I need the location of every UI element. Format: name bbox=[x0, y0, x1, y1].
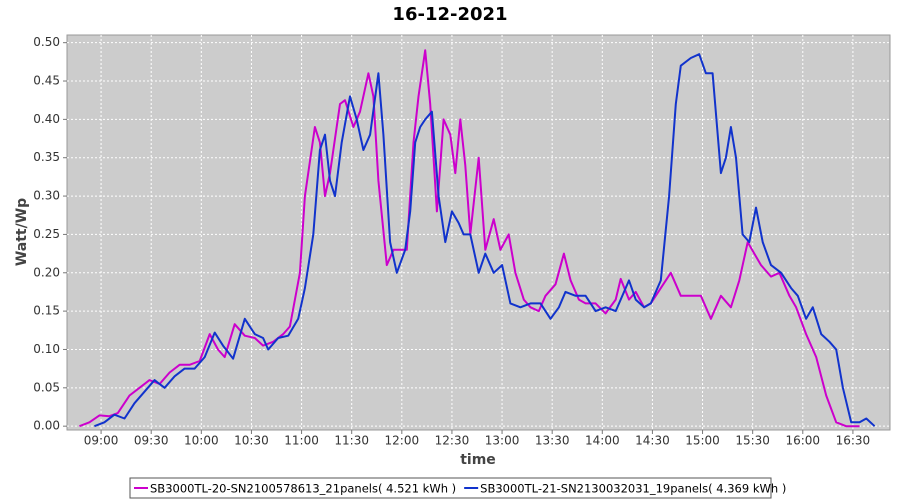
x-tick-label: 10:00 bbox=[184, 434, 219, 448]
x-tick-label: 14:00 bbox=[585, 434, 620, 448]
legend bbox=[129, 477, 772, 499]
chart-title: 16-12-2021 bbox=[392, 4, 507, 25]
x-tick-label: 12:30 bbox=[435, 434, 470, 448]
x-tick-label: 09:30 bbox=[134, 434, 169, 448]
x-tick-label: 13:00 bbox=[485, 434, 520, 448]
y-tick-label: 0.00 bbox=[33, 419, 60, 433]
legend-label: SB3000TL-20-SN2100578613_21panels( 4.521… bbox=[150, 482, 456, 496]
y-tick-label: 0.10 bbox=[33, 342, 60, 356]
x-tick-label: 13:30 bbox=[535, 434, 570, 448]
x-tick-label: 16:30 bbox=[836, 434, 871, 448]
y-tick-label: 0.05 bbox=[33, 380, 60, 394]
series-line bbox=[94, 53, 876, 428]
y-tick-label: 0.40 bbox=[33, 112, 60, 126]
y-tick-label: 0.30 bbox=[33, 189, 60, 203]
x-tick-label: 11:30 bbox=[334, 434, 369, 448]
x-tick-label: 15:00 bbox=[685, 434, 720, 448]
y-tick-label: 0.45 bbox=[33, 74, 60, 88]
series-line bbox=[79, 49, 860, 428]
y-tick-label: 0.20 bbox=[33, 265, 60, 279]
y-tick-label: 0.35 bbox=[33, 150, 60, 164]
x-tick-label: 10:30 bbox=[234, 434, 269, 448]
y-tick-label: 0.15 bbox=[33, 304, 60, 318]
x-tick-label: 16:00 bbox=[785, 434, 820, 448]
x-tick-label: 11:00 bbox=[284, 434, 319, 448]
plot-area bbox=[66, 34, 891, 431]
y-tick-label: 0.50 bbox=[33, 35, 60, 49]
x-tick-label: 12:00 bbox=[385, 434, 420, 448]
y-axis-title: Watt/Wp bbox=[14, 198, 30, 266]
legend-label: SB3000TL-21-SN2130032031_19panels( 4.369… bbox=[480, 482, 786, 496]
x-tick-label: 09:00 bbox=[84, 434, 119, 448]
y-tick-label: 0.25 bbox=[33, 227, 60, 241]
x-tick-label: 14:30 bbox=[635, 434, 670, 448]
x-tick-label: 15:30 bbox=[735, 434, 770, 448]
x-axis-title: time bbox=[460, 452, 496, 468]
